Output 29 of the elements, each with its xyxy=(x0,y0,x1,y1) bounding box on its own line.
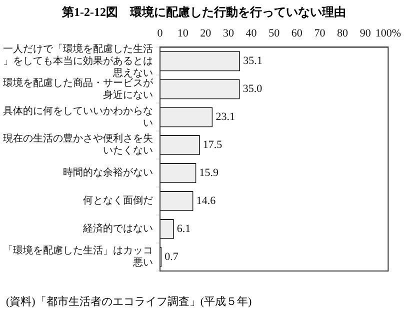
x-tick-label: 70 xyxy=(314,27,326,40)
x-tick-label: 10 xyxy=(177,27,189,40)
x-tick-label: 100% xyxy=(375,27,402,40)
data-label: 15.9 xyxy=(199,166,220,179)
data-label: 35.0 xyxy=(242,83,263,96)
y-tick-label: 環境を配慮した商品・サービスが身近にない xyxy=(3,76,154,101)
x-tick-label: 20 xyxy=(200,27,212,40)
x-tick-label: 60 xyxy=(291,27,303,40)
data-label: 35.1 xyxy=(243,55,262,68)
x-tick-label: 0 xyxy=(157,27,164,40)
y-tick-label: 具体的に何をしていいかわからない xyxy=(3,104,153,129)
y-tick-label: 現在の生活の豊かさや便利さを失いたくない xyxy=(3,132,153,157)
y-tick-label: 一人だけで「環境を配慮した生活」をしても本当に効果があるとは思えない xyxy=(3,42,153,79)
data-label: 23.1 xyxy=(216,111,235,124)
data-label: 6.1 xyxy=(176,222,191,235)
y-tick-label: 経済的ではない xyxy=(82,222,153,235)
y-tick-label: 「環境を配慮した生活」はカッコ悪い xyxy=(3,244,153,269)
x-tick-label: 80 xyxy=(337,27,349,40)
data-label: 0.7 xyxy=(164,250,179,263)
x-tick-label: 50 xyxy=(268,27,280,40)
data-label: 17.5 xyxy=(202,139,223,152)
text: (資料)「都市生活者のエコライフ調査」(平成５年) xyxy=(5,294,253,309)
y-tick-label: 時間的な余裕がない xyxy=(63,166,153,179)
data-label: 14.6 xyxy=(196,194,216,207)
x-tick-label: 30 xyxy=(222,27,234,40)
chart-title: 第1-2-12図 環境に配慮した行動を行っていない理由 xyxy=(61,4,347,21)
y-tick-label: 何となく面倒だ xyxy=(83,196,153,207)
x-tick-label: 40 xyxy=(246,27,258,40)
x-tick-label: 90 xyxy=(360,27,372,40)
